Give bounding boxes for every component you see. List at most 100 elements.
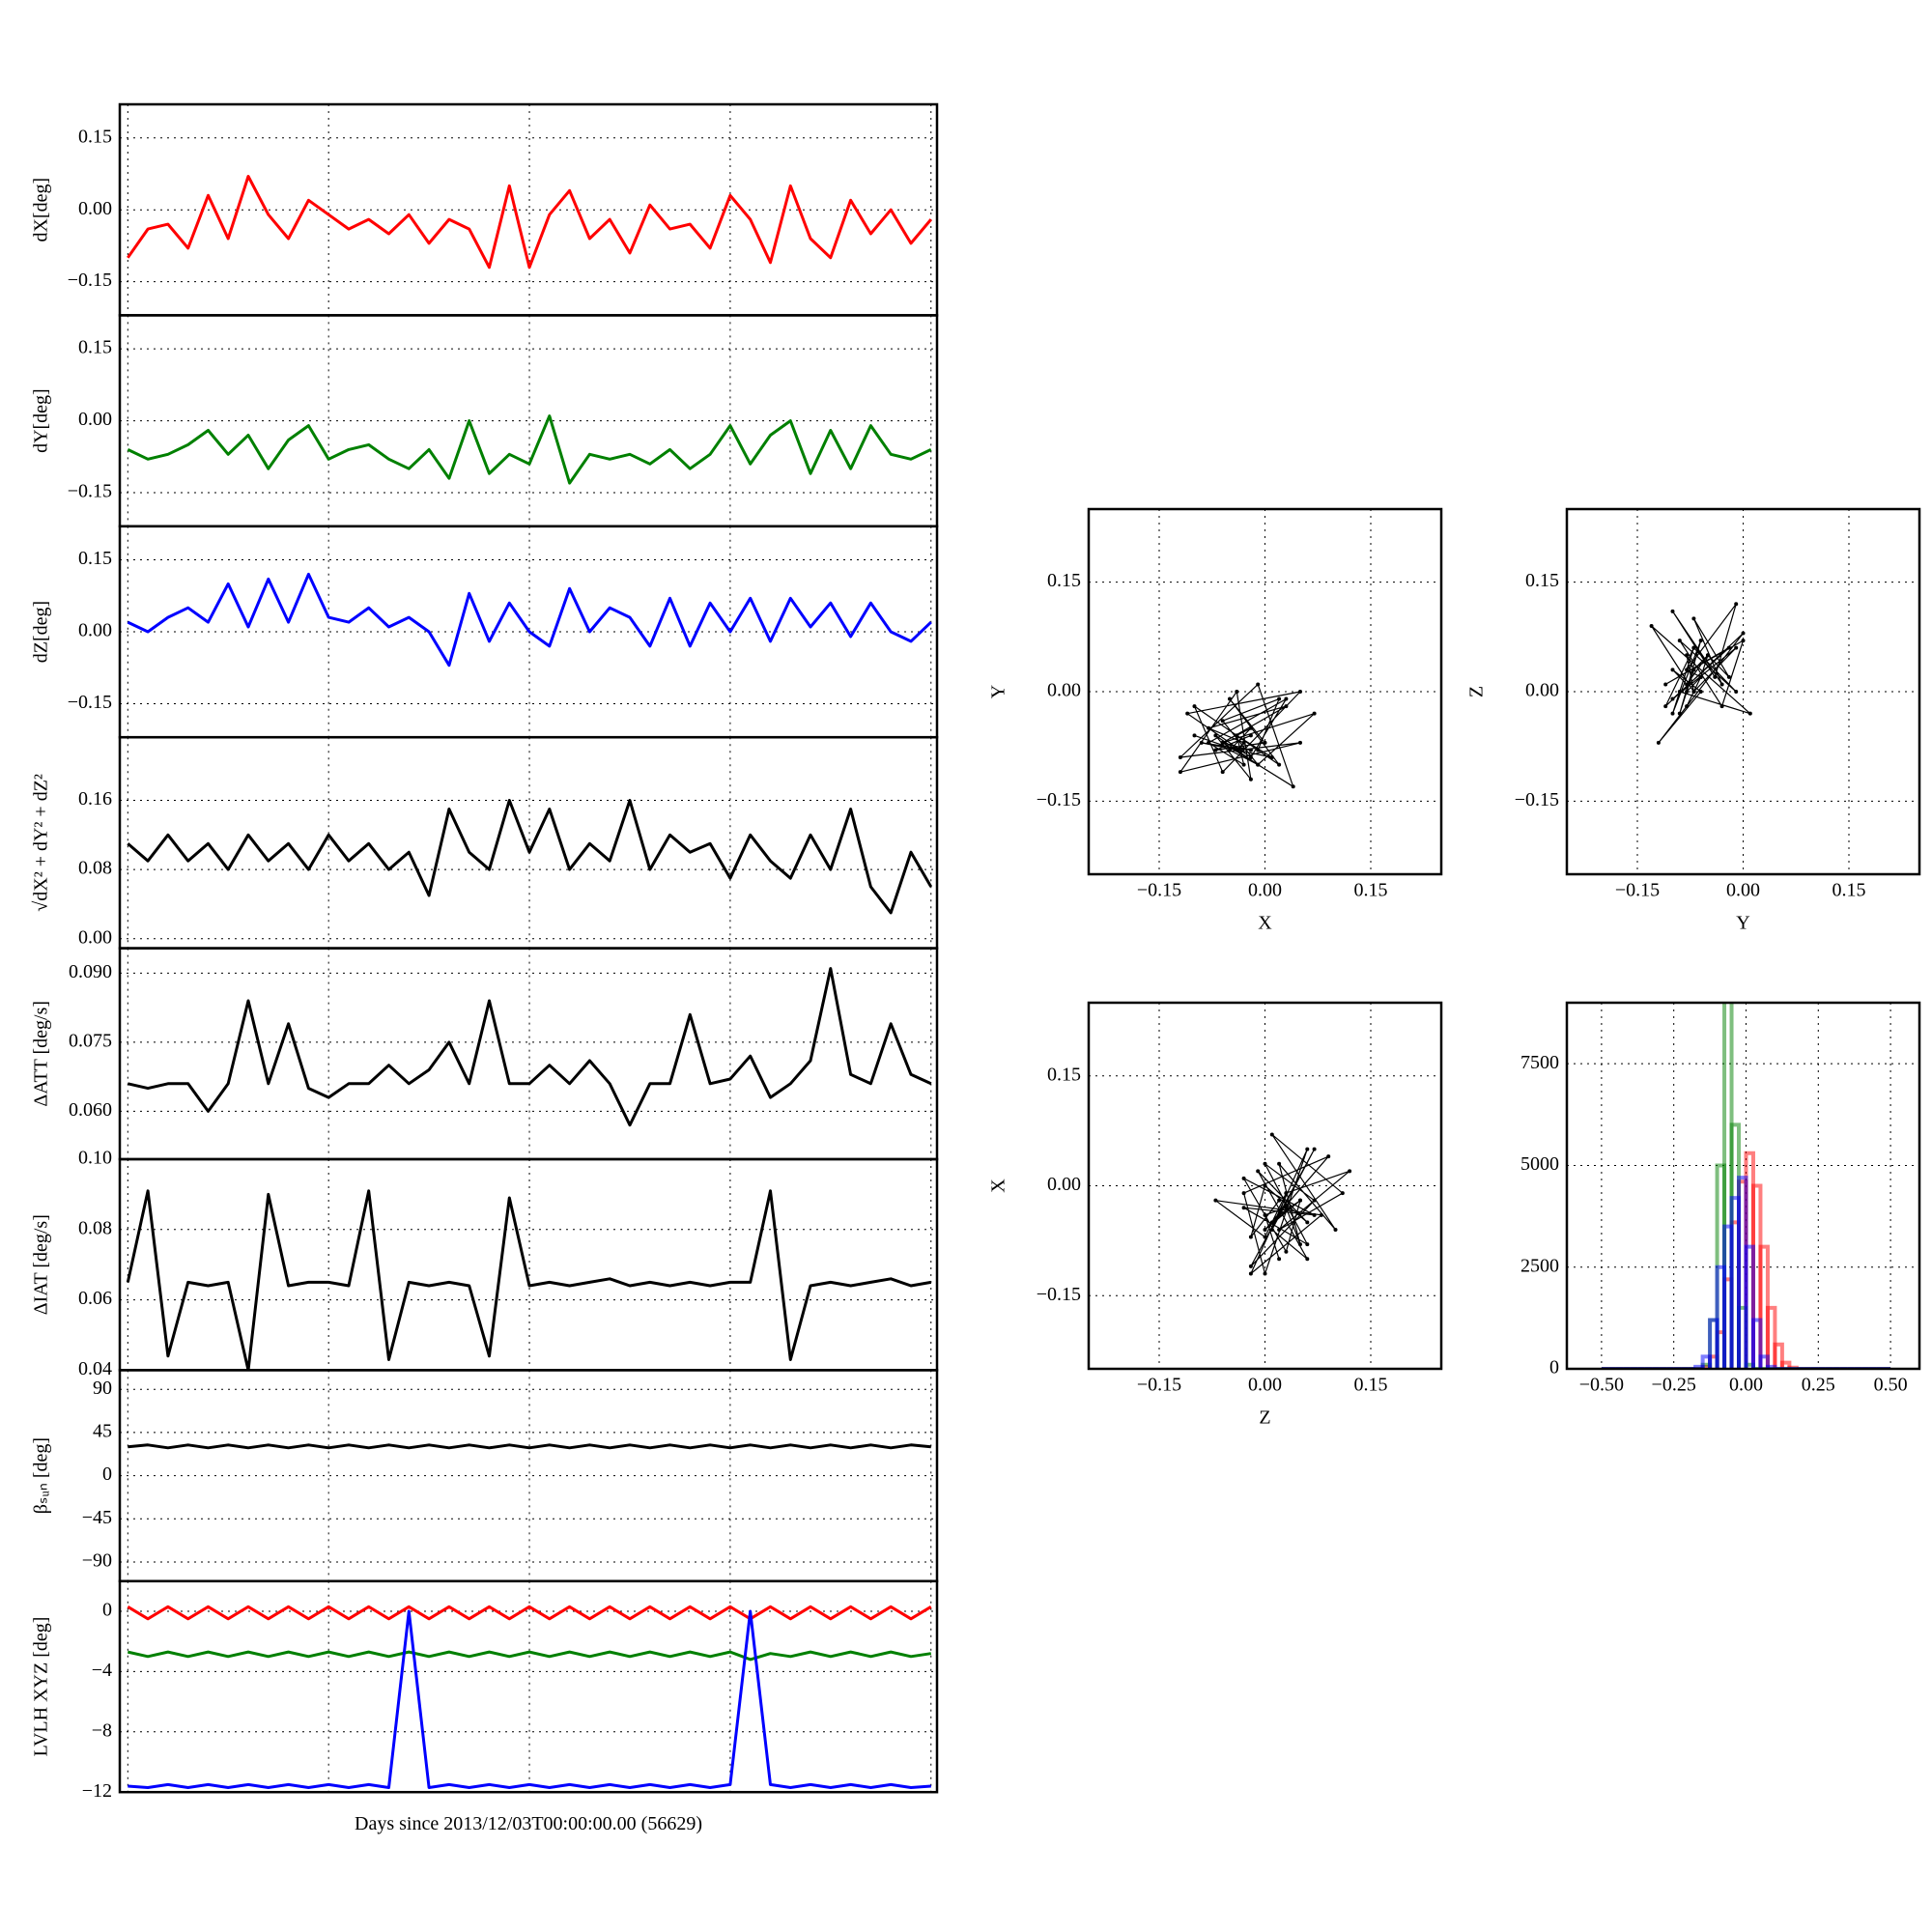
point — [1256, 1169, 1261, 1174]
y-tick-label: −0.15 — [68, 692, 112, 713]
y-tick-label: 0.15 — [1047, 570, 1081, 591]
point — [1269, 1227, 1274, 1232]
y-tick-label: 2500 — [1520, 1255, 1559, 1276]
point — [1734, 690, 1739, 694]
axes-frame — [1565, 1001, 1921, 1371]
y-tick-label: 0.00 — [78, 409, 112, 430]
point — [1235, 733, 1239, 738]
point — [1235, 748, 1239, 753]
point — [1305, 1220, 1310, 1225]
point — [1685, 690, 1690, 694]
point — [1263, 1271, 1267, 1276]
x-axis-label: Y — [1736, 913, 1749, 934]
y-axis-label: LVLH XYZ [deg] — [31, 1617, 52, 1757]
point — [1220, 740, 1225, 745]
point — [1263, 1183, 1267, 1188]
plot-area — [1601, 1003, 1891, 1369]
point — [1192, 733, 1197, 738]
point — [1691, 616, 1696, 621]
point — [1726, 645, 1731, 650]
y-axis-label: √dX² + dY² + dZ² — [31, 774, 52, 912]
trajectory — [1179, 683, 1316, 788]
point — [1248, 733, 1253, 738]
y-tick-label: 0.08 — [78, 1217, 112, 1238]
point — [1207, 725, 1211, 730]
series-line — [127, 1650, 932, 1662]
y-tick-label: 0.075 — [69, 1030, 112, 1051]
point — [1719, 704, 1724, 709]
point — [1677, 639, 1682, 643]
y-tick-label: 7500 — [1520, 1052, 1559, 1073]
plot-area — [127, 414, 932, 485]
point — [1248, 1264, 1253, 1268]
y-tick-label: 0.04 — [78, 1358, 112, 1379]
hist-bin — [1758, 1354, 1770, 1369]
point — [1298, 1242, 1302, 1247]
point — [1213, 1198, 1218, 1203]
point — [1256, 682, 1261, 687]
point — [1326, 1154, 1331, 1159]
plot-area — [1649, 602, 1752, 745]
point — [1305, 1147, 1310, 1151]
y-tick-label: 0.15 — [1047, 1064, 1081, 1085]
point — [1192, 704, 1197, 709]
point — [1228, 696, 1232, 701]
point — [1734, 645, 1739, 650]
point — [1248, 755, 1253, 760]
point — [1698, 690, 1703, 694]
point — [1691, 668, 1696, 672]
series-line — [127, 175, 932, 270]
y-axis-label: βₛᵤₙ [deg] — [31, 1437, 52, 1514]
point — [1241, 740, 1246, 745]
x-tick-label: 0.00 — [1729, 1375, 1763, 1396]
x-tick-label: 0.00 — [1248, 1375, 1282, 1396]
x-tick-label: 0.15 — [1354, 880, 1388, 901]
point — [1698, 639, 1703, 643]
plot-area — [127, 175, 932, 270]
point — [1263, 1161, 1267, 1166]
plot-area — [127, 1605, 932, 1789]
point — [1713, 674, 1718, 679]
y-tick-label: 0.10 — [78, 1148, 112, 1169]
x-tick-label: −0.15 — [1137, 880, 1181, 901]
y-tick-label: 0.15 — [78, 337, 112, 358]
point — [1269, 755, 1274, 760]
point — [1178, 755, 1182, 760]
y-tick-label: 0.090 — [69, 961, 112, 982]
y-tick-label: 0.15 — [1525, 570, 1559, 591]
series-line — [128, 1609, 931, 1789]
point — [1663, 704, 1668, 709]
point — [1284, 704, 1289, 709]
point — [1207, 740, 1211, 745]
point — [1305, 1257, 1310, 1262]
axes-frame — [1087, 507, 1443, 876]
point — [1747, 711, 1752, 716]
point — [1241, 1206, 1246, 1210]
plot-area — [1178, 682, 1317, 789]
series-line — [127, 572, 932, 668]
series-line — [128, 1443, 931, 1450]
point — [1312, 1198, 1317, 1203]
point — [1305, 1242, 1310, 1247]
axes-frame — [118, 1579, 939, 1794]
axes-frame — [1565, 507, 1921, 876]
point — [1670, 696, 1675, 701]
y-tick-label: −8 — [92, 1719, 112, 1741]
x-tick-label: −0.15 — [1137, 1375, 1181, 1396]
point — [1741, 639, 1746, 643]
y-tick-label: −4 — [92, 1660, 112, 1681]
x-tick-label: −0.15 — [1615, 880, 1660, 901]
y-tick-label: −0.15 — [68, 270, 112, 291]
point — [1706, 653, 1710, 658]
y-tick-label: 0 — [102, 1463, 112, 1485]
y-axis-label: Z — [1466, 686, 1488, 697]
x-tick-label: 0.15 — [1833, 880, 1866, 901]
point — [1185, 711, 1190, 716]
plot-area — [127, 967, 932, 1127]
hist-bin — [1773, 1342, 1784, 1369]
point — [1291, 784, 1295, 789]
point — [1333, 1227, 1338, 1232]
point — [1277, 696, 1282, 701]
y-tick-label: 0.08 — [78, 858, 112, 879]
